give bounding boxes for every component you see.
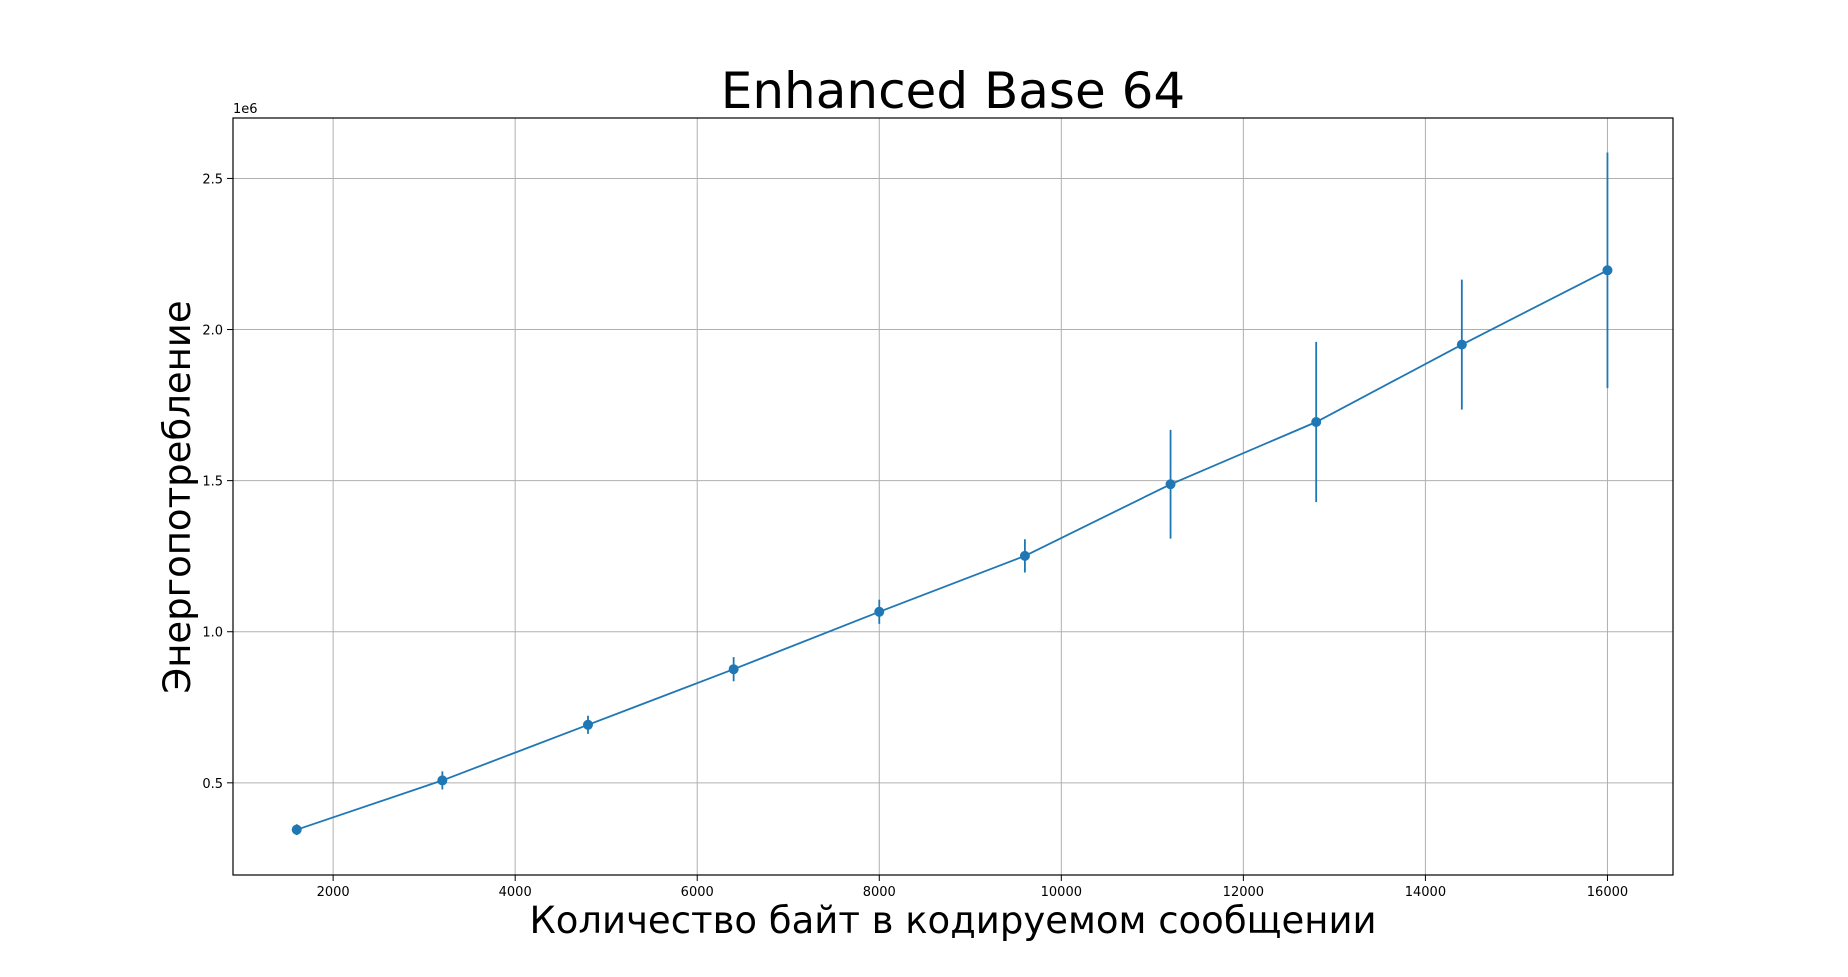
- x-tick-label: 12000: [1223, 885, 1264, 900]
- data-point: [582, 719, 593, 730]
- x-tick-label: 16000: [1587, 885, 1628, 900]
- data-point: [291, 824, 302, 835]
- x-axis-label: Количество байт в кодируемом сообщении: [529, 899, 1376, 942]
- x-tick-label: 4000: [499, 885, 532, 900]
- y-tick-label: 2.0: [202, 324, 223, 339]
- y-tick-label: 0.5: [202, 777, 223, 792]
- x-tick-label: 8000: [863, 885, 896, 900]
- x-tick-label: 14000: [1405, 885, 1446, 900]
- data-point: [1456, 339, 1467, 350]
- data-point: [1602, 265, 1613, 276]
- y-tick-label: 2.5: [202, 172, 223, 187]
- x-tick-label: 2000: [317, 885, 350, 900]
- y-axis-offset-label: 1e6: [233, 102, 258, 117]
- y-tick-label: 1.0: [202, 626, 223, 641]
- x-tick-label: 10000: [1041, 885, 1082, 900]
- data-point: [1311, 417, 1322, 428]
- data-point: [728, 664, 739, 675]
- y-axis-label: Энергопотребление: [156, 300, 199, 693]
- y-tick-label: 1.5: [202, 475, 223, 490]
- data-series: [291, 152, 1613, 836]
- chart-title: Enhanced Base 64: [721, 62, 1185, 120]
- data-point: [437, 775, 448, 786]
- x-axis-ticks: 2000 4000 6000 8000 10000 12000 14000 16000: [317, 875, 1628, 900]
- data-point: [1165, 479, 1176, 490]
- plot-area-frame: [232, 117, 1674, 876]
- series-line: [296, 269, 1608, 831]
- grid: [233, 118, 1673, 875]
- y-axis-ticks: 0.5 1.0 1.5 2.0 2.5: [202, 172, 233, 792]
- data-point: [874, 606, 885, 617]
- data-point: [1019, 550, 1030, 561]
- x-tick-label: 6000: [681, 885, 714, 900]
